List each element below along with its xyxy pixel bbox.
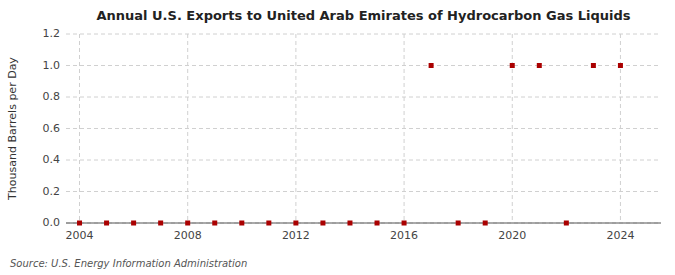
x-grid-line	[187, 34, 188, 223]
x-grid-line	[79, 34, 80, 223]
y-grid-line	[66, 128, 661, 129]
x-grid-line	[295, 34, 296, 223]
point	[212, 221, 217, 226]
point	[591, 63, 596, 68]
y-tick-label: 0.0	[43, 216, 61, 229]
x-grid-line	[512, 34, 513, 223]
point	[483, 221, 488, 226]
point	[293, 221, 298, 226]
point	[104, 221, 109, 226]
point	[347, 221, 352, 226]
x-grid-line	[620, 34, 621, 223]
point	[618, 63, 623, 68]
point	[185, 221, 190, 226]
point	[266, 221, 271, 226]
y-tick-label: 0.4	[43, 153, 61, 166]
point	[320, 221, 325, 226]
point	[564, 221, 569, 226]
point	[456, 221, 461, 226]
y-axis-label: Thousand Barrels per Day	[6, 57, 19, 201]
x-tick-label: 2012	[282, 229, 310, 242]
point	[239, 221, 244, 226]
y-grid-line	[66, 223, 661, 224]
point	[375, 221, 380, 226]
y-grid-line	[66, 160, 661, 161]
point	[158, 221, 163, 226]
chart: 0.0 0.2 0.4 0.6 0.8 1.0 1.2 2004 2008 2012 2016 202…	[0, 0, 675, 275]
x-grid-line	[404, 34, 405, 223]
x-tick-label: 2020	[498, 229, 526, 242]
point	[131, 221, 136, 226]
point	[510, 63, 515, 68]
points	[77, 63, 623, 226]
y-grid-line	[66, 97, 661, 98]
x-tick-label: 2016	[390, 229, 418, 242]
point	[77, 221, 82, 226]
y-tick-label: 1.2	[43, 27, 61, 40]
y-tick-label: 0.6	[43, 122, 61, 135]
x-tick-label: 2024	[606, 229, 634, 242]
grid	[66, 34, 661, 223]
x-tick-label: 2008	[174, 229, 202, 242]
ticks: 0.0 0.2 0.4 0.6 0.8 1.0 1.2 2004 2008 2012 2016 202…	[43, 27, 635, 242]
point	[402, 221, 407, 226]
point	[429, 63, 434, 68]
y-grid-line	[66, 65, 661, 66]
y-tick-label: 1.0	[43, 59, 61, 72]
y-grid-line	[66, 34, 661, 35]
y-grid-line	[66, 191, 661, 192]
title: Annual U.S. Exports to United Arab Emira…	[96, 8, 630, 23]
y-tick-label: 0.8	[43, 90, 61, 103]
point	[537, 63, 542, 68]
y-tick-label: 0.2	[43, 185, 61, 198]
x-axis-line	[66, 223, 661, 224]
x-tick-label: 2004	[66, 229, 94, 242]
source-note: Source: U.S. Energy Information Administ…	[10, 258, 247, 269]
